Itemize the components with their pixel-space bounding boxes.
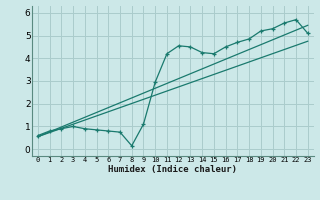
X-axis label: Humidex (Indice chaleur): Humidex (Indice chaleur) bbox=[108, 165, 237, 174]
